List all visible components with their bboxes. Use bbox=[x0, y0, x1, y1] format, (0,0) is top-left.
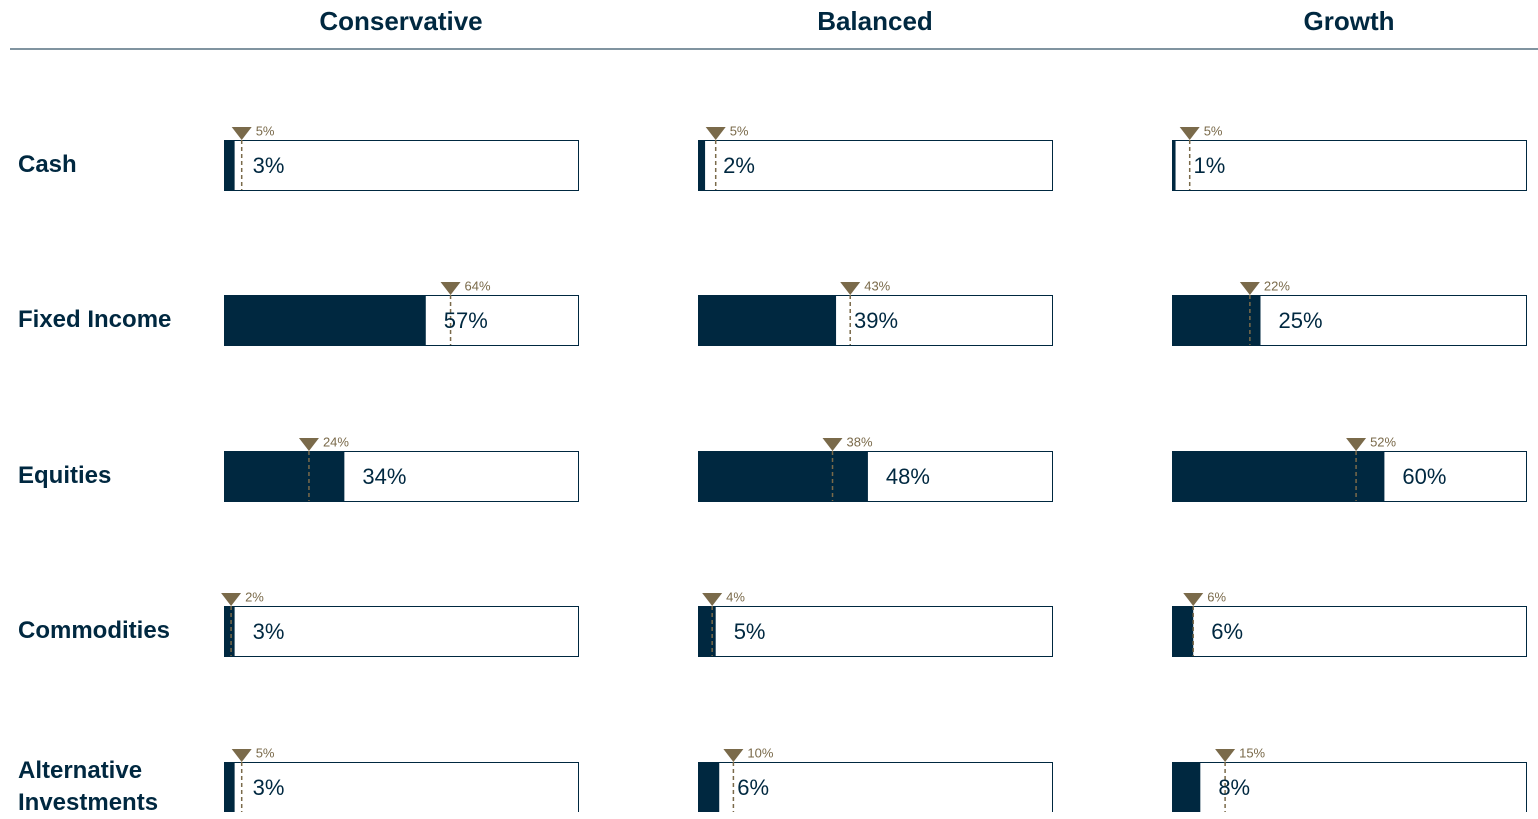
target-label: 4% bbox=[726, 589, 745, 604]
target-marker bbox=[231, 749, 252, 762]
bar bbox=[1172, 295, 1261, 346]
row-label: Equities bbox=[18, 462, 112, 489]
target-marker bbox=[231, 127, 252, 140]
bar bbox=[1172, 451, 1385, 502]
value-label: 2% bbox=[723, 153, 755, 178]
target-label: 2% bbox=[245, 589, 264, 604]
value-label: 57% bbox=[444, 308, 488, 333]
value-label: 6% bbox=[1211, 619, 1243, 644]
row-label: Cash bbox=[18, 151, 77, 178]
bar-frame bbox=[1172, 140, 1527, 191]
bar bbox=[224, 140, 235, 191]
target-label: 5% bbox=[256, 745, 275, 760]
value-label: 39% bbox=[854, 308, 898, 333]
bar-frame bbox=[698, 606, 1053, 657]
bar bbox=[224, 295, 426, 346]
target-marker bbox=[221, 593, 242, 606]
value-label: 6% bbox=[737, 775, 769, 800]
target-marker bbox=[723, 749, 744, 762]
bar bbox=[224, 762, 235, 812]
column-header: Conservative bbox=[319, 6, 482, 36]
target-label: 5% bbox=[256, 123, 275, 138]
target-label: 22% bbox=[1264, 278, 1290, 293]
value-label: 60% bbox=[1402, 464, 1446, 489]
bar-frame bbox=[1172, 606, 1527, 657]
row-label: Fixed Income bbox=[18, 306, 172, 333]
bar bbox=[698, 140, 706, 191]
target-marker bbox=[840, 282, 861, 295]
value-label: 3% bbox=[253, 619, 285, 644]
bar bbox=[1172, 606, 1194, 657]
bar-frame bbox=[698, 762, 1053, 812]
target-marker bbox=[1346, 438, 1367, 451]
bar bbox=[698, 451, 868, 502]
target-marker bbox=[705, 127, 726, 140]
bar bbox=[224, 451, 345, 502]
target-label: 64% bbox=[465, 278, 491, 293]
value-label: 8% bbox=[1218, 775, 1250, 800]
target-label: 5% bbox=[730, 123, 749, 138]
target-label: 5% bbox=[1204, 123, 1223, 138]
target-label: 15% bbox=[1239, 745, 1265, 760]
row-label: Alternative Investments bbox=[18, 757, 159, 816]
bar-frame bbox=[1172, 762, 1527, 812]
value-label: 48% bbox=[886, 464, 930, 489]
target-label: 10% bbox=[747, 745, 773, 760]
bar bbox=[698, 762, 720, 812]
bar bbox=[1172, 140, 1176, 191]
bar-frame bbox=[224, 140, 579, 191]
value-label: 25% bbox=[1279, 308, 1323, 333]
value-label: 34% bbox=[362, 464, 406, 489]
bar bbox=[224, 606, 235, 657]
bar bbox=[698, 295, 837, 346]
column-header: Balanced bbox=[817, 6, 933, 36]
value-label: 3% bbox=[253, 153, 285, 178]
target-marker bbox=[298, 438, 319, 451]
target-label: 52% bbox=[1370, 434, 1396, 449]
target-marker bbox=[1183, 593, 1204, 606]
target-label: 6% bbox=[1207, 589, 1226, 604]
row-label: Commodities bbox=[18, 617, 171, 644]
target-marker bbox=[1239, 282, 1260, 295]
value-label: 5% bbox=[734, 619, 766, 644]
value-label: 3% bbox=[253, 775, 285, 800]
value-label: 1% bbox=[1194, 153, 1226, 178]
bar-frame bbox=[224, 762, 579, 812]
target-marker bbox=[1215, 749, 1236, 762]
target-label: 38% bbox=[847, 434, 873, 449]
target-marker bbox=[702, 593, 723, 606]
target-label: 24% bbox=[323, 434, 349, 449]
bar bbox=[698, 606, 716, 657]
target-label: 43% bbox=[864, 278, 890, 293]
bar bbox=[1172, 762, 1201, 812]
bar-frame bbox=[224, 606, 579, 657]
column-header: Growth bbox=[1304, 6, 1395, 36]
target-marker bbox=[1179, 127, 1200, 140]
target-marker bbox=[440, 282, 461, 295]
target-marker bbox=[822, 438, 843, 451]
